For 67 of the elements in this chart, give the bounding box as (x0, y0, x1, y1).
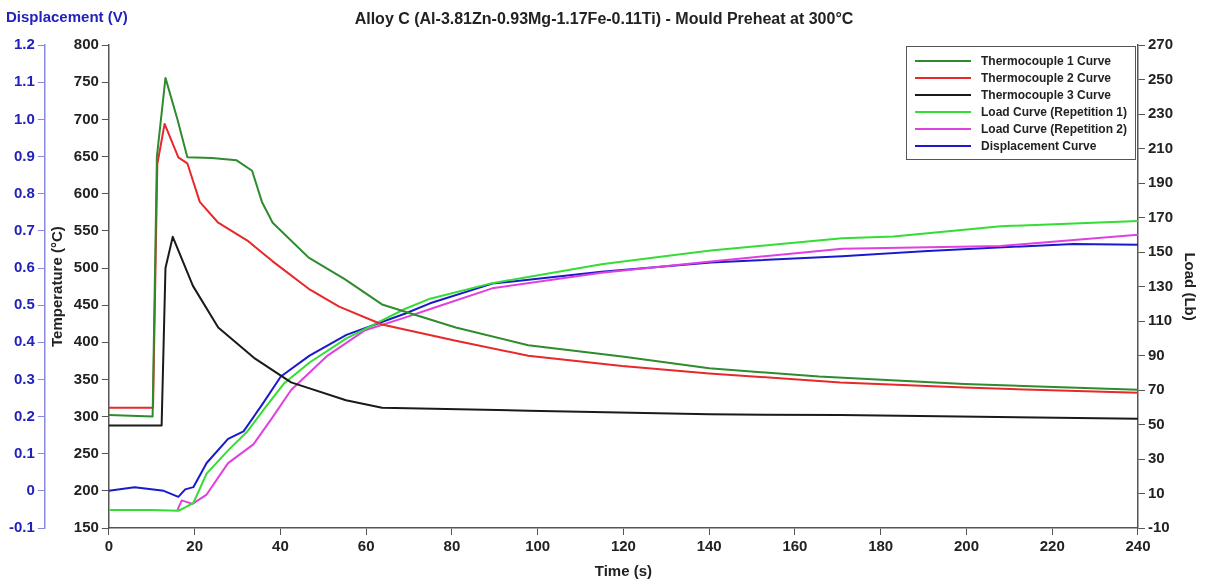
y3-tick-label: 0.9 (13, 146, 35, 164)
x-tick-label: 120 (610, 537, 636, 555)
y2-tick-label: 110 (1147, 311, 1173, 329)
y2-tick-label: 210 (1147, 138, 1173, 156)
y-tick-label: 800 (73, 35, 99, 53)
legend-label: Load Curve (Repetition 1) (980, 104, 1127, 119)
y3-tick-label: 0.8 (13, 183, 35, 201)
x-tick-label: 220 (1039, 537, 1065, 555)
y-tick-label: 600 (73, 183, 99, 201)
y2-tick-label: 130 (1147, 276, 1173, 294)
y-tick-label: 650 (73, 146, 99, 164)
y2-tick-label: 270 (1147, 35, 1173, 53)
x-tick-label: 0 (104, 537, 114, 555)
y3-tick-label: 0.3 (13, 369, 35, 387)
x-tick-label: 60 (357, 537, 375, 555)
y3-tick-label: 0.2 (13, 406, 35, 424)
y-tick-label: 150 (73, 518, 99, 536)
y3-tick-label: 0.4 (13, 332, 36, 350)
y-tick-label: 350 (73, 369, 99, 387)
y-tick-label: 550 (73, 221, 99, 239)
chart-title: Alloy C (Al-3.81Zn-0.93Mg-1.17Fe-0.11Ti) - Mould Preheat at 300°C (354, 10, 854, 28)
x-tick-label: 100 (525, 537, 551, 555)
y3-tick-label: -0.1 (8, 518, 35, 536)
y-tick-label: 250 (73, 443, 99, 461)
y3-tick-label: 0.6 (13, 258, 35, 276)
legend-label: Thermocouple 3 Curve (980, 87, 1111, 102)
y2-axis-title: Load (Lb) (1181, 252, 1199, 321)
y3-tick-label: 1.2 (13, 35, 35, 53)
x-tick-label: 80 (443, 537, 461, 555)
x-tick-label: 200 (953, 537, 979, 555)
y2-tick-label: 170 (1147, 207, 1173, 225)
y3-tick-label: 1.0 (13, 109, 35, 127)
y3-tick-label: 0.7 (13, 221, 35, 239)
y-tick-label: 200 (73, 481, 99, 498)
y2-tick-label: 30 (1147, 449, 1165, 467)
y2-tick-label: -10 (1147, 518, 1170, 536)
y-tick-label: 300 (73, 406, 99, 424)
y2-tick-label: 50 (1147, 414, 1165, 432)
y-tick-label: 500 (73, 258, 99, 276)
y3-tick-label: 0 (26, 481, 35, 498)
y2-tick-label: 230 (1147, 104, 1173, 122)
y-tick-label: 750 (73, 72, 99, 90)
x-axis-title: Time (s) (594, 562, 653, 580)
x-tick-label: 160 (782, 537, 808, 555)
legend-label: Displacement Curve (980, 138, 1097, 153)
y-tick-label: 400 (73, 332, 99, 350)
legend-label: Load Curve (Repetition 2) (980, 121, 1127, 136)
y3-tick-label: 0.5 (13, 295, 35, 313)
x-tick-label: 180 (868, 537, 894, 555)
y2-tick-label: 10 (1147, 483, 1165, 501)
y2-tick-label: 90 (1147, 345, 1165, 363)
x-tick-label: 140 (696, 537, 722, 555)
y2-tick-label: 70 (1147, 380, 1165, 398)
y2-tick-label: 190 (1147, 173, 1173, 191)
x-tick-label: 240 (1125, 537, 1151, 555)
y3-axis-title: Displacement (V) (6, 8, 128, 25)
y3-tick-label: 0.1 (13, 443, 35, 461)
x-tick-label: 40 (272, 537, 289, 555)
x-tick-label: 20 (186, 537, 203, 555)
y-axis-title: Temperature (°C) (47, 226, 65, 347)
y2-tick-label: 250 (1147, 69, 1173, 87)
legend-label: Thermocouple 1 Curve (980, 53, 1111, 68)
y2-tick-label: 150 (1147, 242, 1173, 260)
y-tick-label: 450 (73, 295, 99, 313)
y3-tick-label: 1.1 (13, 72, 35, 90)
y-tick-label: 700 (73, 109, 99, 127)
legend-label: Thermocouple 2 Curve (980, 70, 1111, 85)
